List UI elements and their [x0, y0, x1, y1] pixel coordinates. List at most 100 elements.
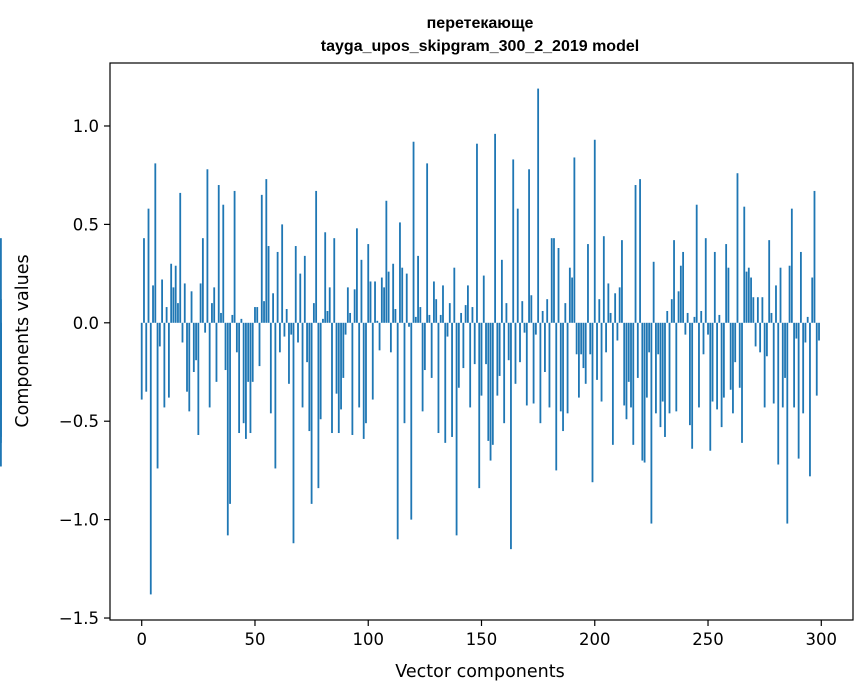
bar	[457, 322, 460, 388]
bar	[460, 312, 463, 323]
bar	[283, 322, 286, 337]
bar	[702, 322, 705, 355]
bar	[611, 322, 614, 445]
bar	[349, 312, 352, 323]
bar	[217, 185, 220, 323]
bar	[365, 322, 367, 424]
bar	[265, 179, 268, 323]
bar	[224, 322, 227, 371]
bar	[399, 222, 401, 323]
bar	[177, 303, 179, 323]
bar	[698, 322, 700, 408]
bar	[197, 322, 200, 435]
bar	[673, 240, 675, 323]
bar	[285, 309, 288, 323]
bar	[188, 322, 191, 412]
bars-group	[0, 88, 820, 595]
bar	[297, 322, 299, 343]
bar	[215, 322, 218, 382]
bar	[537, 88, 540, 323]
bar	[598, 299, 601, 323]
bar	[655, 322, 657, 414]
bar	[679, 265, 682, 323]
y-tick-label: −0.5	[59, 412, 99, 431]
bar	[616, 322, 619, 341]
bar	[152, 285, 154, 323]
bar	[299, 273, 302, 323]
bar	[385, 200, 388, 323]
bar	[358, 322, 361, 408]
bar	[308, 322, 311, 432]
bar	[664, 322, 666, 437]
bar	[625, 322, 628, 420]
bar	[312, 303, 315, 323]
bar	[686, 312, 689, 323]
bar	[650, 322, 653, 524]
bar	[754, 322, 757, 347]
bar	[319, 322, 322, 420]
bar	[435, 299, 438, 323]
bar	[548, 322, 551, 408]
bar	[362, 322, 365, 439]
bar	[682, 251, 685, 323]
bar	[294, 246, 297, 323]
bar	[704, 238, 707, 323]
y-axis-ticks: −1.5 −1.0 −0.5 0.0 0.5 1.0	[59, 117, 110, 628]
y-axis-label: Components values	[13, 254, 33, 427]
bar	[559, 322, 562, 412]
bar	[521, 301, 524, 323]
bar	[806, 316, 809, 323]
bar	[652, 261, 655, 323]
bar	[571, 277, 574, 323]
bar	[290, 322, 293, 335]
bar	[541, 310, 544, 323]
bar	[684, 322, 687, 335]
bar	[786, 322, 789, 524]
bar	[421, 322, 424, 412]
bar	[487, 322, 490, 441]
bar	[700, 310, 703, 323]
bar	[353, 289, 356, 323]
x-tick-label: 50	[244, 630, 265, 649]
bar	[315, 190, 318, 323]
bar	[575, 322, 578, 355]
bar	[591, 322, 594, 483]
x-tick-label: 250	[692, 630, 724, 649]
bar	[534, 322, 537, 335]
bar	[725, 244, 728, 323]
bar	[464, 305, 467, 323]
bar	[274, 322, 277, 469]
x-tick-label: 0	[136, 630, 147, 649]
bar	[405, 273, 408, 323]
bar	[174, 265, 177, 323]
bar	[557, 248, 560, 323]
bar	[707, 322, 709, 335]
bar	[467, 285, 469, 323]
bar	[455, 322, 458, 536]
bar	[639, 179, 641, 323]
chart-title: перетекающе	[427, 15, 534, 32]
bar	[532, 322, 535, 404]
bar	[630, 322, 632, 408]
bar	[609, 312, 612, 323]
bar	[301, 322, 304, 408]
bar	[578, 322, 580, 398]
bar	[691, 322, 694, 449]
bar	[165, 307, 168, 323]
bar	[437, 322, 440, 434]
bar	[156, 322, 159, 469]
bar	[718, 314, 721, 323]
bar	[790, 208, 793, 323]
bar	[627, 322, 630, 382]
bar	[288, 322, 290, 384]
bar	[260, 194, 263, 323]
bar	[378, 322, 381, 351]
bar	[251, 322, 254, 382]
bar	[777, 322, 780, 465]
bar	[553, 238, 555, 323]
bar	[573, 157, 576, 323]
bar	[677, 291, 680, 323]
bar	[811, 277, 814, 323]
bar	[213, 287, 216, 323]
